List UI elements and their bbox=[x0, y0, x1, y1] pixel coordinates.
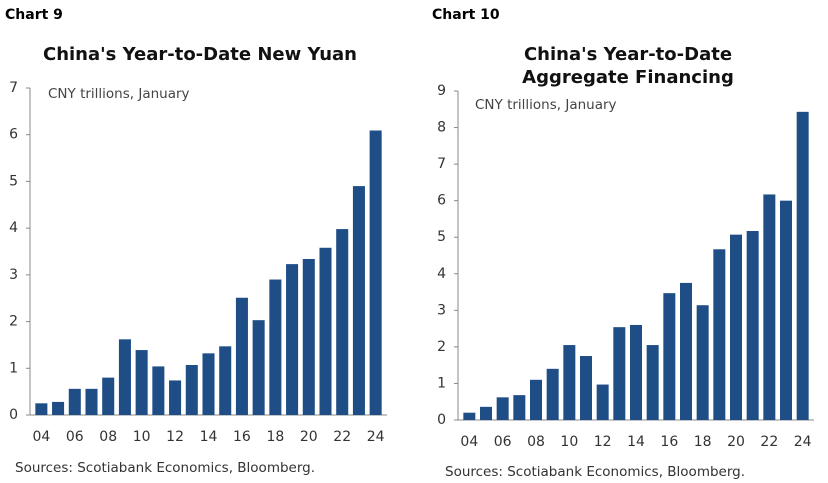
bar bbox=[480, 406, 492, 420]
bar bbox=[235, 297, 248, 415]
x-tick-label: 18 bbox=[266, 429, 284, 445]
y-tick-label: 6 bbox=[437, 193, 446, 209]
bar bbox=[513, 395, 526, 420]
chart-label: Chart 10 bbox=[432, 7, 500, 23]
bar bbox=[713, 249, 726, 420]
bar bbox=[118, 339, 131, 415]
x-tick-label: 22 bbox=[333, 429, 351, 445]
y-tick-label: 9 bbox=[437, 83, 446, 99]
bar bbox=[369, 130, 382, 415]
bar bbox=[269, 279, 282, 415]
x-tick-label: 22 bbox=[760, 434, 778, 450]
x-tick-label: 04 bbox=[32, 429, 50, 445]
x-tick-label: 20 bbox=[300, 429, 318, 445]
bar bbox=[302, 258, 315, 415]
bar bbox=[580, 356, 592, 420]
y-tick-label: 7 bbox=[9, 80, 18, 96]
bar bbox=[202, 353, 215, 415]
y-tick-label: 0 bbox=[9, 407, 18, 423]
y-tick-label: 8 bbox=[437, 120, 446, 136]
bar bbox=[52, 401, 65, 415]
bar bbox=[286, 264, 299, 415]
chart-title: Aggregate Financing bbox=[522, 67, 734, 88]
bar bbox=[596, 384, 609, 420]
x-tick-label: 14 bbox=[200, 429, 218, 445]
x-tick-label: 10 bbox=[560, 434, 578, 450]
bar bbox=[152, 366, 165, 415]
y-tick-label: 7 bbox=[437, 156, 446, 172]
bar bbox=[496, 397, 509, 420]
bar bbox=[85, 388, 98, 415]
bar bbox=[319, 247, 332, 415]
y-tick-label: 3 bbox=[9, 267, 18, 283]
bar bbox=[530, 379, 542, 420]
bar bbox=[352, 186, 365, 415]
x-tick-label: 16 bbox=[233, 429, 251, 445]
bar bbox=[463, 412, 476, 420]
bar bbox=[646, 345, 659, 420]
y-tick-label: 5 bbox=[9, 173, 18, 189]
y-tick-label: 3 bbox=[437, 302, 446, 318]
subtitle: CNY trillions, January bbox=[48, 86, 190, 102]
bar bbox=[336, 229, 349, 415]
bar bbox=[102, 377, 115, 415]
bar bbox=[219, 346, 232, 415]
y-tick-label: 4 bbox=[437, 266, 446, 282]
y-tick-label: 4 bbox=[9, 220, 18, 236]
bar bbox=[546, 368, 559, 420]
x-tick-label: 12 bbox=[166, 429, 184, 445]
bar bbox=[563, 345, 576, 420]
y-tick-label: 2 bbox=[437, 339, 446, 355]
y-tick-label: 0 bbox=[437, 412, 446, 428]
x-tick-label: 18 bbox=[694, 434, 712, 450]
x-tick-label: 16 bbox=[660, 434, 678, 450]
y-tick-label: 1 bbox=[9, 360, 18, 376]
x-tick-label: 06 bbox=[494, 434, 512, 450]
x-tick-label: 08 bbox=[99, 429, 117, 445]
bar bbox=[796, 111, 809, 420]
bar bbox=[613, 327, 626, 420]
x-tick-label: 06 bbox=[66, 429, 84, 445]
bar bbox=[746, 231, 759, 420]
bar bbox=[252, 320, 265, 415]
y-tick-label: 2 bbox=[9, 314, 18, 330]
bar bbox=[680, 282, 692, 420]
x-tick-label: 04 bbox=[460, 434, 478, 450]
bar bbox=[68, 388, 81, 415]
bar bbox=[135, 350, 148, 415]
x-tick-label: 10 bbox=[133, 429, 151, 445]
bar bbox=[169, 380, 182, 415]
bar bbox=[663, 293, 676, 420]
x-tick-label: 24 bbox=[794, 434, 812, 450]
bar bbox=[696, 305, 709, 420]
y-tick-label: 5 bbox=[437, 229, 446, 245]
x-tick-label: 20 bbox=[727, 434, 745, 450]
chart-title: China's Year-to-Date bbox=[524, 44, 732, 65]
bar bbox=[185, 365, 198, 415]
x-tick-label: 08 bbox=[527, 434, 545, 450]
bar bbox=[780, 200, 792, 420]
y-tick-label: 1 bbox=[437, 375, 446, 391]
y-tick-label: 6 bbox=[9, 127, 18, 143]
bar bbox=[763, 194, 776, 420]
bar bbox=[630, 324, 642, 420]
chart-title: China's Year-to-Date New Yuan bbox=[43, 44, 357, 65]
subtitle: CNY trillions, January bbox=[475, 97, 617, 113]
x-tick-label: 12 bbox=[594, 434, 612, 450]
bar bbox=[35, 403, 48, 415]
chart-label: Chart 9 bbox=[5, 7, 63, 23]
source: Sources: Scotiabank Economics, Bloomberg… bbox=[15, 460, 315, 476]
x-tick-label: 14 bbox=[627, 434, 645, 450]
source: Sources: Scotiabank Economics, Bloomberg… bbox=[445, 464, 745, 480]
bar bbox=[730, 234, 742, 420]
x-tick-label: 24 bbox=[367, 429, 385, 445]
